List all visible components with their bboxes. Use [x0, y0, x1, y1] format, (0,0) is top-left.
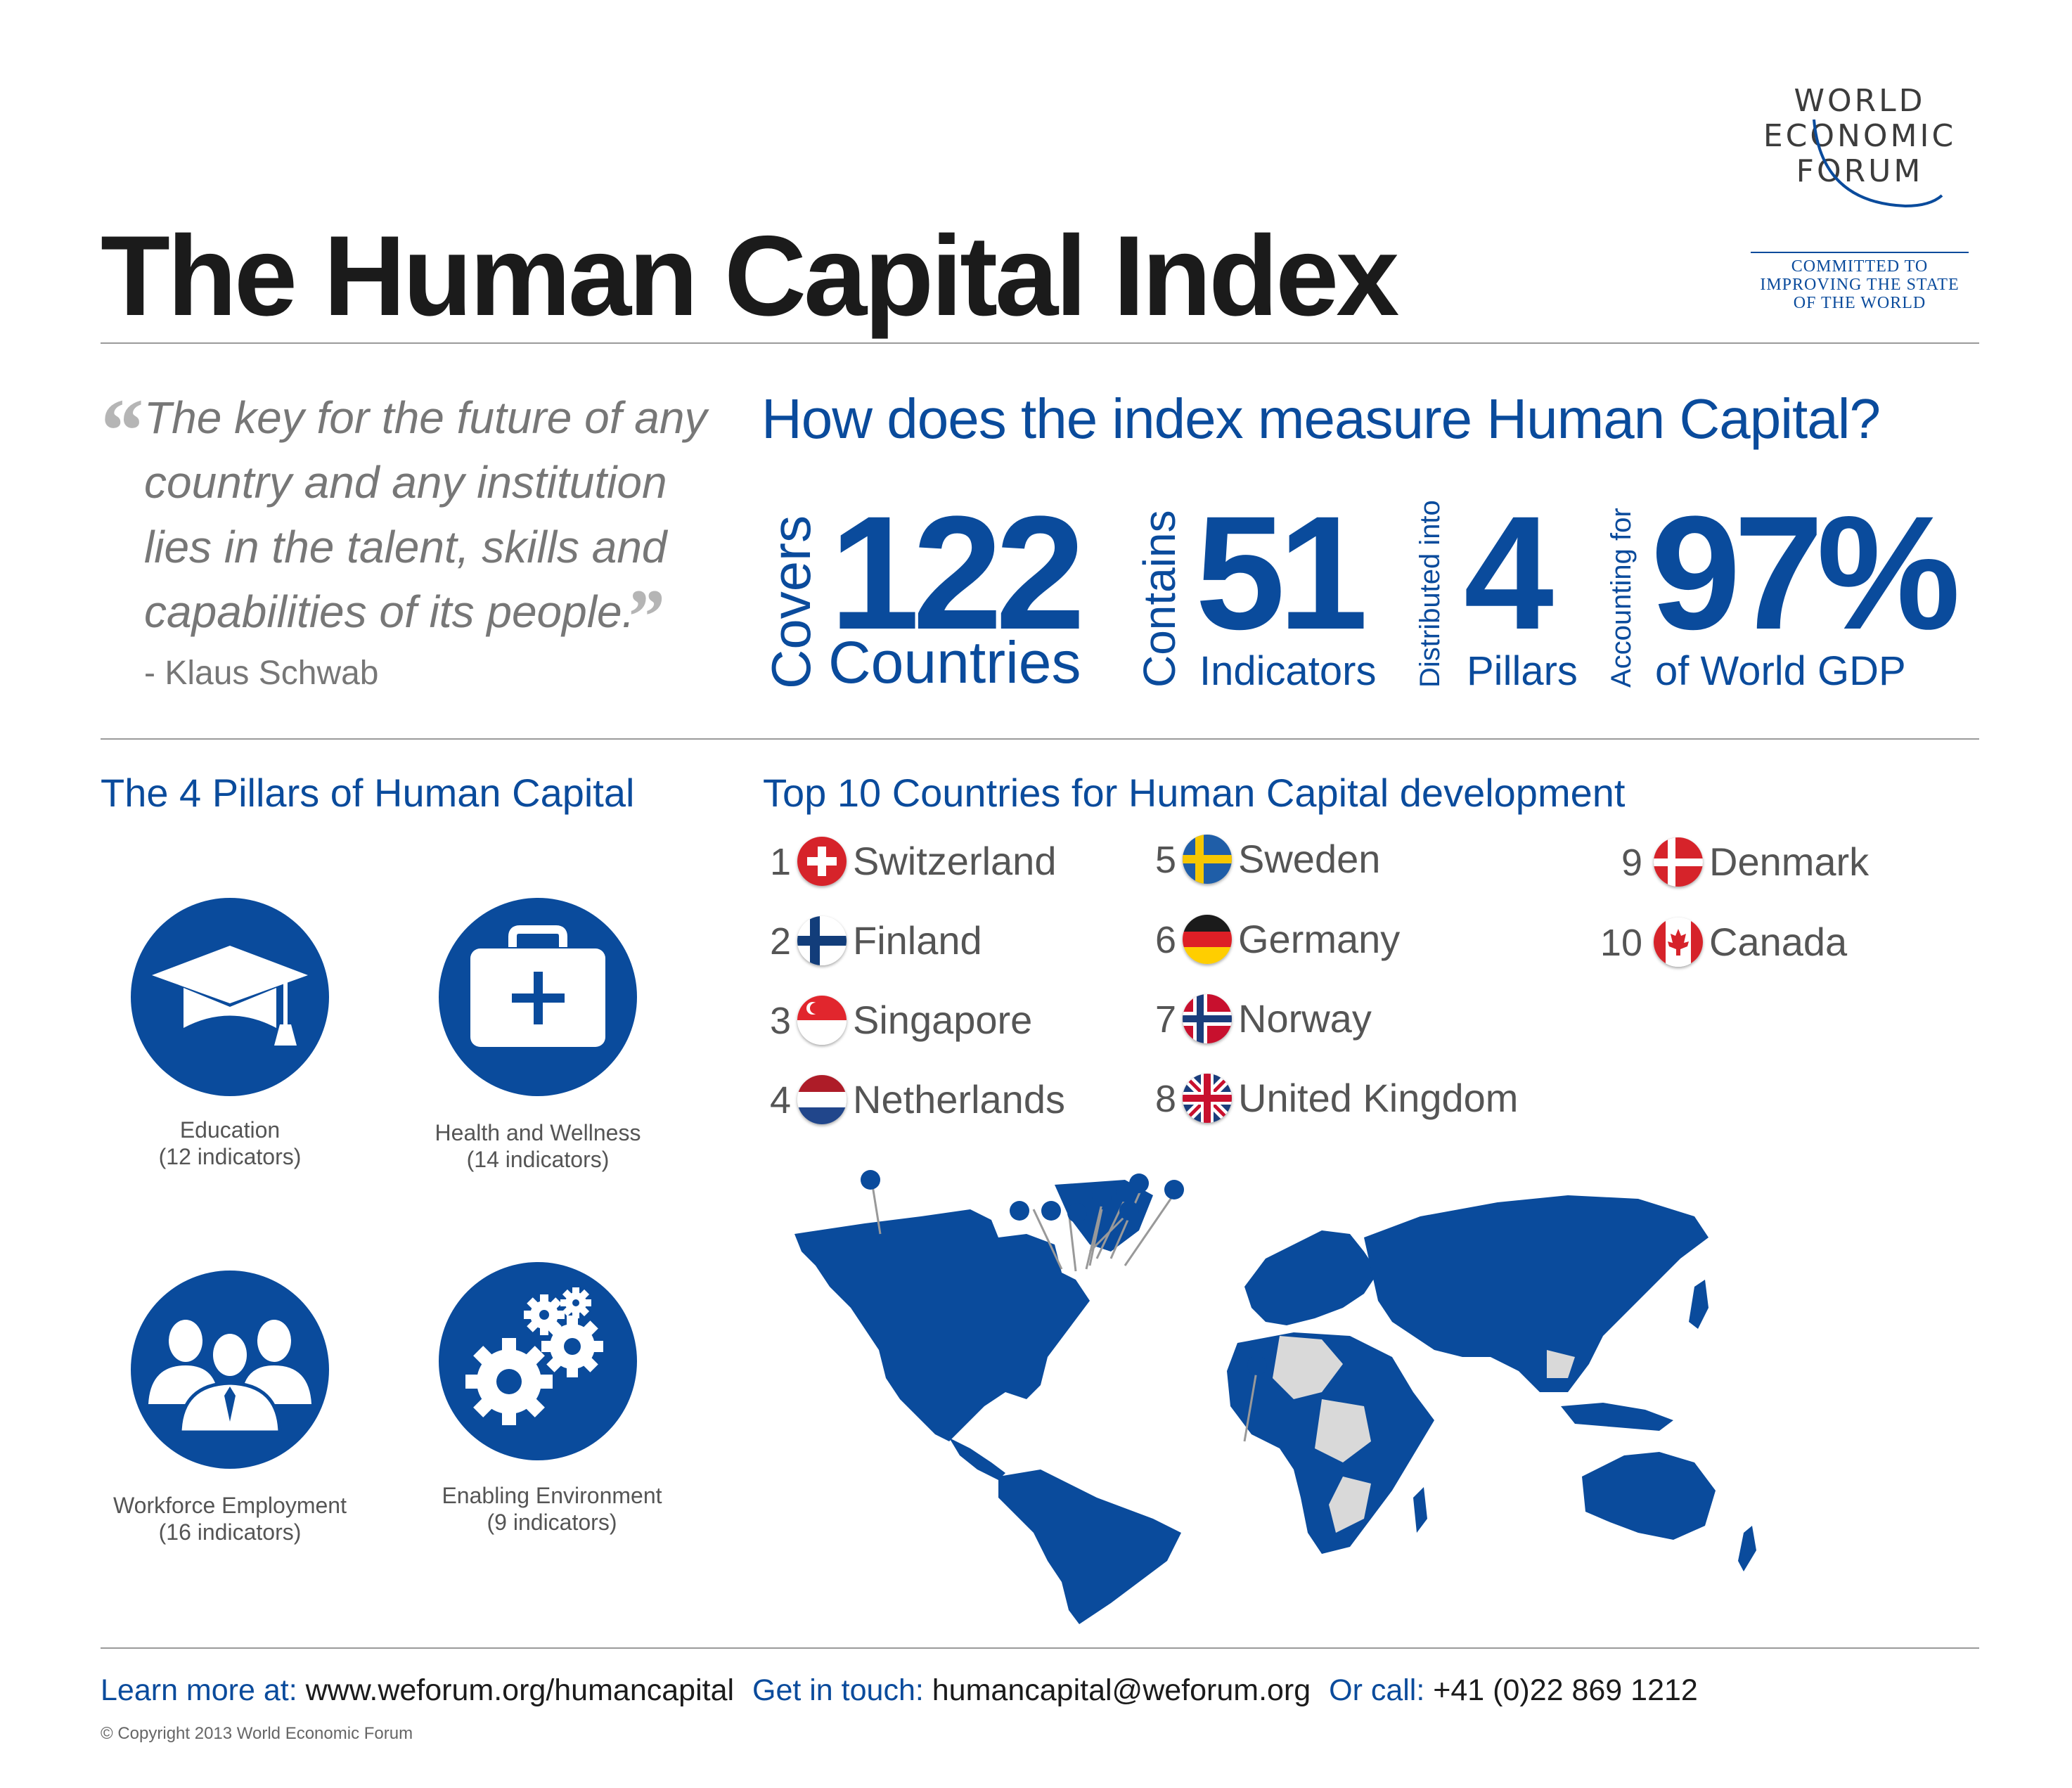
country-name: Finland — [853, 918, 982, 963]
get-in-touch-label: Get in touch: — [752, 1673, 924, 1707]
health-pillar — [439, 898, 637, 1096]
pillar-name: Education — [179, 1117, 281, 1143]
middle-divider — [101, 738, 1979, 740]
gears-icon — [465, 1287, 603, 1425]
copyright: © Copyright 2013 World Economic Forum — [101, 1724, 413, 1743]
quote-line: capabilities of its people. — [144, 586, 635, 637]
rank-7: 7 — [1154, 998, 1176, 1041]
stat-unit-gdp: of World GDP — [1655, 648, 1906, 694]
country-name: Germany — [1238, 917, 1401, 961]
measure-title: How does the index measure Human Capital… — [761, 387, 1881, 450]
email-link[interactable]: humancapital@weforum.org — [932, 1673, 1311, 1707]
quote-line: country and any institution — [144, 457, 667, 508]
country-name: Sweden — [1238, 837, 1381, 881]
quote-line: The key for the future of any — [144, 392, 707, 443]
health-label: Health and Wellness (14 indicators) — [376, 1119, 700, 1173]
country-name: Norway — [1238, 996, 1372, 1041]
rank-2: 2 — [769, 920, 791, 963]
rank-4: 4 — [769, 1079, 791, 1121]
map-landmass — [794, 1180, 1756, 1624]
phone-number[interactable]: +41 (0)22 869 1212 — [1433, 1673, 1698, 1707]
stat-value-countries: 122 — [830, 482, 1086, 663]
people-group-icon — [148, 1320, 311, 1434]
environment-label: Enabling Environment (9 indicators) — [390, 1482, 714, 1536]
graduation-cap-icon — [152, 946, 308, 1046]
learn-more-link[interactable]: www.weforum.org/humancapital — [305, 1673, 735, 1707]
logo-swoosh-icon — [1813, 119, 1943, 208]
pillar-name: Enabling Environment — [442, 1483, 662, 1508]
stat-unit-countries: Countries — [828, 629, 1081, 695]
stat-verb-contains: Contains — [1134, 510, 1185, 688]
logo-tagline-2: IMPROVING THE STATE — [1760, 276, 1960, 294]
country-name: Singapore — [853, 998, 1033, 1042]
header-divider — [101, 342, 1979, 344]
stat-value-indicators: 51 — [1195, 482, 1368, 663]
switzerland-flag-icon — [797, 837, 847, 886]
logo-tagline-1: COMMITTED TO — [1791, 257, 1929, 276]
pillar-count: (14 indicators) — [466, 1147, 610, 1172]
close-quote-icon: ” — [624, 574, 663, 660]
medical-kit-icon — [470, 925, 605, 1047]
country-name: Denmark — [1709, 840, 1870, 884]
footer-divider — [101, 1647, 1979, 1649]
rank-3: 3 — [769, 1000, 791, 1042]
or-call-label: Or call: — [1329, 1673, 1425, 1707]
logo-tagline-3: OF THE WORLD — [1793, 294, 1926, 312]
logo-line-economic: ECONOMIC — [1763, 118, 1957, 154]
map-pins — [861, 1170, 1267, 1442]
denmark-flag-icon — [1654, 837, 1703, 887]
footer-contact: Learn more at: www.weforum.org/humancapi… — [101, 1673, 1698, 1708]
pillar-count: (12 indicators) — [158, 1144, 302, 1169]
workforce-pillar — [131, 1271, 329, 1469]
quote-author: - Klaus Schwab — [144, 655, 379, 692]
stat-unit-indicators: Indicators — [1199, 648, 1377, 694]
stat-value-pillars: 4 — [1464, 482, 1554, 663]
wef-logo: WORLD ECONOMIC FORUM COMMITTED TO IMPROV… — [1744, 83, 1976, 315]
finland-flag-icon — [797, 916, 847, 965]
pillar-count: (9 indicators) — [487, 1510, 617, 1535]
page-title: The Human Capital Index — [101, 212, 1399, 340]
uk-flag-icon — [1183, 1074, 1232, 1123]
education-pillar — [131, 898, 329, 1096]
rank-8: 8 — [1154, 1078, 1176, 1120]
workforce-label: Workforce Employment (16 indicators) — [68, 1492, 392, 1545]
canada-flag-icon — [1654, 918, 1703, 967]
rank-6: 6 — [1154, 919, 1176, 961]
singapore-flag-icon — [797, 996, 847, 1045]
top10-title: Top 10 Countries for Human Capital devel… — [763, 771, 1626, 815]
learn-more-label: Learn more at: — [101, 1673, 297, 1707]
country-name: Switzerland — [853, 839, 1057, 883]
education-label: Education (12 indicators) — [68, 1117, 392, 1170]
world-map — [794, 1170, 1756, 1624]
rank-10: 10 — [1600, 922, 1642, 964]
country-name: Canada — [1709, 920, 1848, 964]
stat-verb-accounting: Accounting for — [1606, 508, 1637, 688]
pillar-count: (16 indicators) — [158, 1519, 302, 1545]
stat-verb-distributed: Distributed into — [1415, 500, 1446, 688]
stat-verb-covers: Covers — [760, 515, 822, 689]
rank-9: 9 — [1621, 842, 1642, 884]
norway-flag-icon — [1183, 994, 1232, 1043]
pillars-title: The 4 Pillars of Human Capital — [101, 771, 635, 815]
rank-5: 5 — [1154, 839, 1176, 881]
logo-line-forum: FORUM — [1796, 153, 1924, 189]
country-name: Netherlands — [853, 1077, 1065, 1121]
logo-line-world: WORLD — [1794, 83, 1926, 119]
map-unranked-areas — [1273, 1336, 1575, 1533]
stat-value-gdp: 97% — [1651, 482, 1960, 663]
netherlands-flag-icon — [797, 1075, 847, 1124]
pillar-name: Health and Wellness — [435, 1120, 641, 1145]
sweden-flag-icon — [1183, 835, 1232, 884]
logo-divider — [1751, 252, 1969, 253]
quote-line: lies in the talent, skills and — [144, 522, 667, 572]
open-quote-icon: “ — [96, 380, 142, 482]
quote-text: The key for the future of any country an… — [144, 385, 735, 644]
country-name: United Kingdom — [1238, 1076, 1519, 1120]
pillar-name: Workforce Employment — [113, 1493, 347, 1518]
environment-pillar — [439, 1262, 637, 1460]
stat-unit-pillars: Pillars — [1467, 648, 1578, 694]
germany-flag-icon — [1183, 915, 1232, 964]
rank-1: 1 — [769, 841, 791, 883]
